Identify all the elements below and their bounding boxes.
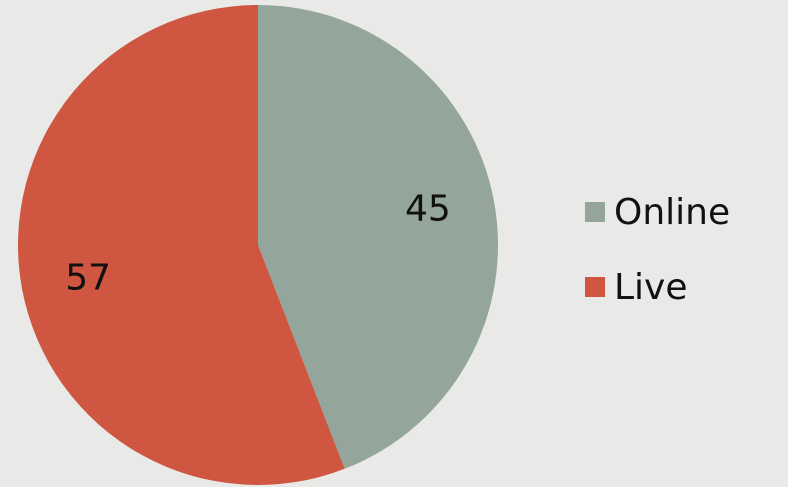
- data-label: 45: [405, 188, 451, 229]
- data-label: 57: [65, 258, 111, 299]
- pie-slice: [258, 5, 499, 469]
- legend-swatch: [585, 202, 605, 222]
- legend-swatch: [585, 277, 605, 297]
- legend-label: Live: [614, 267, 688, 308]
- legend-label: Online: [614, 192, 730, 233]
- pie-slice: [18, 5, 345, 485]
